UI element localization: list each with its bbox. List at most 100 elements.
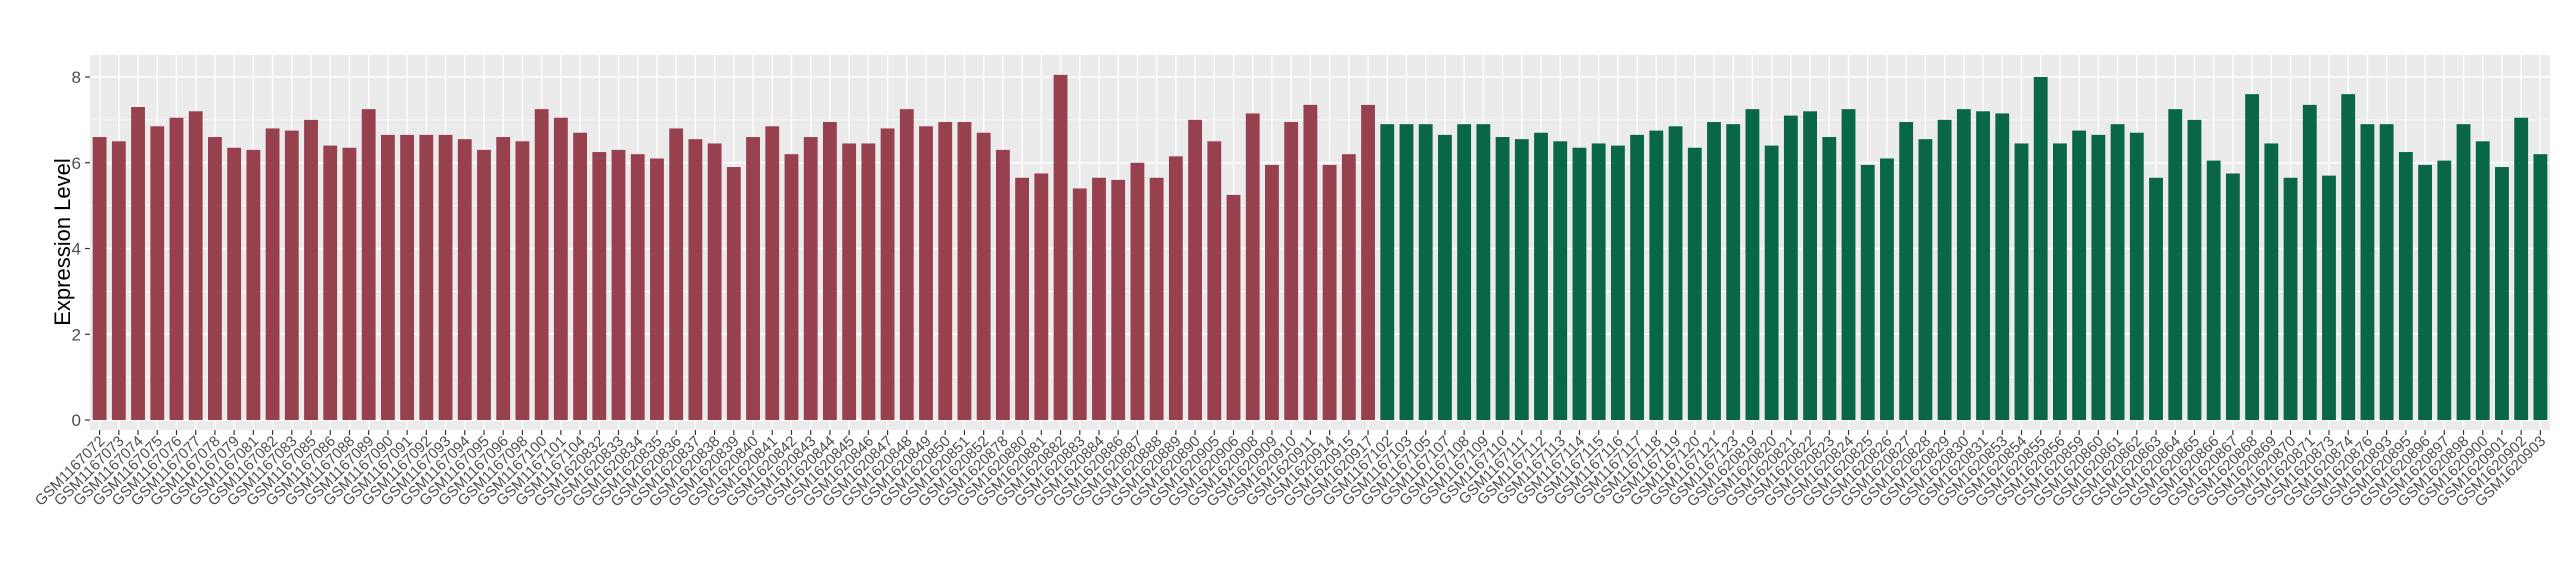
bar-GSM1167102: [1380, 124, 1395, 420]
bar-GSM1167096: [496, 137, 511, 420]
bar-GSM1167116: [1610, 145, 1625, 420]
bar-GSM1167112: [1534, 132, 1548, 421]
bar-GSM1620844: [823, 122, 837, 421]
bar-GSM1167095: [477, 149, 491, 420]
bar-GSM1620846: [861, 143, 876, 421]
bar-GSM1620829: [1937, 119, 1952, 420]
bar-GSM1167088: [342, 147, 357, 420]
bar-GSM1620836: [669, 128, 684, 420]
bar-GSM1167111: [1514, 139, 1529, 420]
bar-GSM1620860: [2091, 134, 2106, 420]
bar-GSM1620902: [2514, 117, 2529, 420]
bar-GSM1620915: [1341, 154, 1356, 421]
bar-GSM1620831: [1976, 111, 1990, 421]
bar-GSM1620871: [2302, 104, 2317, 421]
bar-GSM1167081: [246, 149, 261, 420]
bar-GSM1620854: [2014, 143, 2029, 421]
bar-GSM1167076: [169, 117, 184, 420]
bar-GSM1620888: [1149, 177, 1164, 420]
bar-GSM1620890: [1188, 119, 1202, 420]
bar-GSM1620867: [2225, 173, 2240, 420]
bar-GSM1620835: [650, 158, 664, 420]
bar-GSM1620861: [2110, 124, 2125, 420]
bar-GSM1167085: [304, 119, 318, 420]
bar-GSM1620901: [2495, 167, 2509, 420]
bar-GSM1167075: [150, 126, 165, 421]
bar-GSM1620855: [2033, 77, 2048, 420]
bar-GSM1167101: [553, 117, 568, 420]
bar-GSM1620884: [1092, 177, 1106, 420]
bar-GSM1620856: [2053, 143, 2067, 421]
bar-GSM1620852: [976, 132, 991, 421]
bar-GSM1167119: [1668, 126, 1683, 421]
bar-GSM1620906: [1226, 194, 1241, 420]
bar-GSM1167091: [400, 134, 415, 420]
bar-GSM1167109: [1476, 124, 1491, 420]
bar-GSM1167086: [323, 145, 338, 420]
bar-GSM1620908: [1245, 113, 1260, 420]
bar-GSM1620842: [784, 154, 799, 421]
bar-GSM1620893: [2379, 124, 2394, 420]
bar-GSM1620830: [1956, 109, 1971, 420]
y-tick-label: 8: [72, 68, 81, 87]
bar-GSM1167090: [380, 134, 395, 420]
bar-GSM1620900: [2475, 141, 2490, 420]
bar-GSM1167110: [1495, 137, 1510, 420]
bar-GSM1620822: [1803, 111, 1817, 421]
bar-GSM1167107: [1438, 134, 1452, 420]
bar-GSM1620828: [1918, 139, 1933, 420]
bar-GSM1167114: [1572, 147, 1587, 420]
bar-GSM1167115: [1591, 143, 1606, 421]
bar-GSM1620865: [2187, 119, 2202, 420]
bar-GSM1620834: [630, 154, 645, 421]
bar-GSM1620837: [688, 139, 703, 420]
bar-GSM1620889: [1168, 156, 1183, 420]
bar-GSM1620910: [1284, 122, 1299, 421]
bar-GSM1167083: [284, 130, 299, 420]
bar-GSM1167089: [361, 109, 376, 420]
bar-GSM1620914: [1322, 164, 1337, 420]
bar-GSM1620870: [2283, 177, 2298, 420]
bar-GSM1620839: [726, 167, 741, 420]
bar-GSM1167105: [1418, 124, 1433, 420]
bar-GSM1620895: [2398, 152, 2413, 420]
bar-GSM1620826: [1880, 158, 1894, 420]
bar-GSM1167094: [457, 139, 472, 420]
bar-GSM1620917: [1361, 104, 1375, 421]
bar-GSM1167093: [438, 134, 453, 420]
bar-GSM1167074: [131, 107, 145, 420]
bar-GSM1620850: [938, 122, 953, 421]
bar-GSM1620832: [592, 152, 607, 420]
bar-GSM1620838: [707, 143, 722, 421]
bar-GSM1620819: [1745, 109, 1760, 420]
bar-GSM1620876: [2360, 124, 2375, 420]
bar-GSM1620898: [2456, 124, 2471, 420]
bar-GSM1620909: [1265, 164, 1279, 420]
x-axis-ticks: GSM1167072GSM1167073GSM1167074GSM1167075…: [32, 430, 2549, 510]
bar-GSM1620874: [2341, 94, 2356, 421]
bar-GSM1620843: [803, 137, 818, 420]
bar-GSM1620827: [1899, 122, 1914, 421]
bar-GSM1620905: [1207, 141, 1222, 420]
y-tick-label: 6: [72, 154, 81, 173]
bar-GSM1167117: [1630, 134, 1645, 420]
bar-GSM1167118: [1649, 130, 1664, 420]
bar-GSM1620840: [746, 137, 760, 420]
bar-GSM1620882: [1053, 74, 1068, 420]
bar-GSM1620853: [1995, 113, 2010, 420]
bar-GSM1620896: [2418, 164, 2432, 420]
bar-GSM1167120: [1687, 147, 1702, 420]
bar-GSM1167121: [1707, 122, 1721, 421]
bar-GSM1620821: [1783, 115, 1798, 421]
bar-GSM1620824: [1841, 109, 1856, 420]
bar-GSM1620869: [2264, 143, 2279, 421]
bar-GSM1620851: [957, 122, 972, 421]
bar-GSM1620897: [2437, 160, 2452, 420]
bar-GSM1620849: [919, 126, 933, 421]
bar-GSM1167123: [1726, 124, 1741, 420]
bar-GSM1620862: [2129, 132, 2144, 421]
bar-GSM1167092: [419, 134, 434, 420]
bar-GSM1167103: [1399, 124, 1414, 420]
